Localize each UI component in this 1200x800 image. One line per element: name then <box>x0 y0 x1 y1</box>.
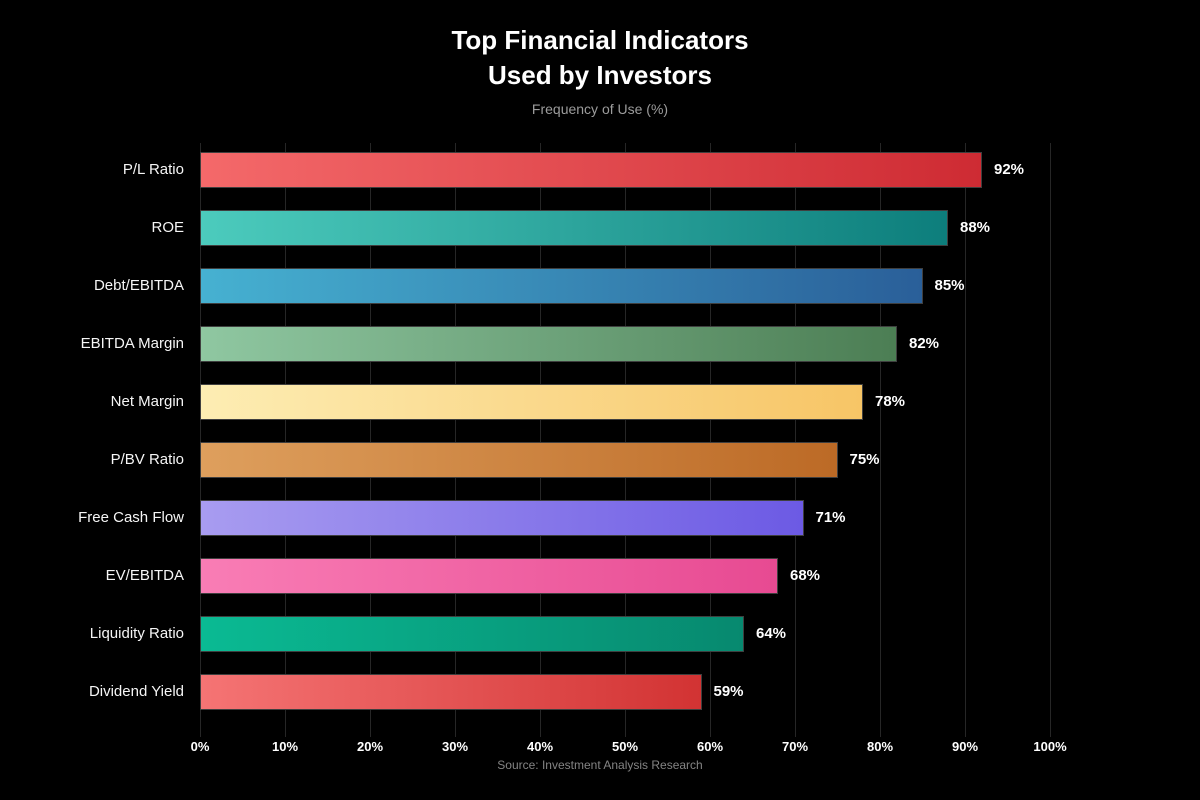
x-tick-label: 60% <box>696 739 724 754</box>
x-tick-label: 40% <box>526 739 554 754</box>
bar <box>200 384 863 420</box>
gridline <box>200 143 201 737</box>
value-label: 82% <box>909 335 940 352</box>
bar <box>200 558 778 594</box>
gridline <box>880 143 881 737</box>
bar <box>200 442 838 478</box>
value-label: 64% <box>756 625 787 642</box>
category-label: Liquidity Ratio <box>89 625 184 642</box>
x-tick-label: 10% <box>271 739 299 754</box>
value-label: 75% <box>849 451 880 468</box>
x-tick-label: 50% <box>611 739 639 754</box>
x-tick-label: 0% <box>190 739 210 754</box>
gridline <box>455 143 456 737</box>
category-label: Net Margin <box>110 393 184 410</box>
category-label: EBITDA Margin <box>80 335 184 352</box>
category-label: ROE <box>151 219 184 236</box>
x-tick-label: 100% <box>1033 739 1067 754</box>
gridline <box>710 143 711 737</box>
category-label: Free Cash Flow <box>78 509 184 526</box>
value-label: 59% <box>713 683 744 700</box>
x-tick-label: 70% <box>781 739 809 754</box>
chart-source: Source: Investment Analysis Research <box>497 758 703 772</box>
category-label: P/BV Ratio <box>110 451 184 468</box>
x-tick-label: 20% <box>356 739 384 754</box>
value-label: 71% <box>815 509 846 526</box>
chart-subtitle: Frequency of Use (%) <box>531 101 669 117</box>
value-label: 92% <box>994 161 1025 178</box>
bar <box>200 616 744 652</box>
gridline <box>965 143 966 737</box>
value-label: 78% <box>875 393 906 410</box>
value-label: 68% <box>790 567 821 584</box>
x-tick-label: 30% <box>441 739 469 754</box>
value-label: 88% <box>960 219 991 236</box>
category-label: P/L Ratio <box>122 161 184 178</box>
bar <box>200 268 923 304</box>
gridline <box>795 143 796 737</box>
gridline <box>540 143 541 737</box>
bar <box>200 152 982 188</box>
gridline <box>370 143 371 737</box>
gridline <box>625 143 626 737</box>
value-label: 85% <box>934 277 965 294</box>
bar <box>200 210 948 246</box>
category-label: Debt/EBITDA <box>93 277 184 294</box>
x-tick-label: 90% <box>951 739 979 754</box>
x-tick-label: 80% <box>866 739 894 754</box>
bar <box>200 326 897 362</box>
gridline <box>285 143 286 737</box>
gridline <box>1050 143 1051 737</box>
chart-title: Top Financial Indicators Used by Investo… <box>451 25 749 90</box>
bar <box>200 500 804 536</box>
category-label: Dividend Yield <box>88 683 184 700</box>
category-label: EV/EBITDA <box>105 567 184 584</box>
bar <box>200 674 702 710</box>
